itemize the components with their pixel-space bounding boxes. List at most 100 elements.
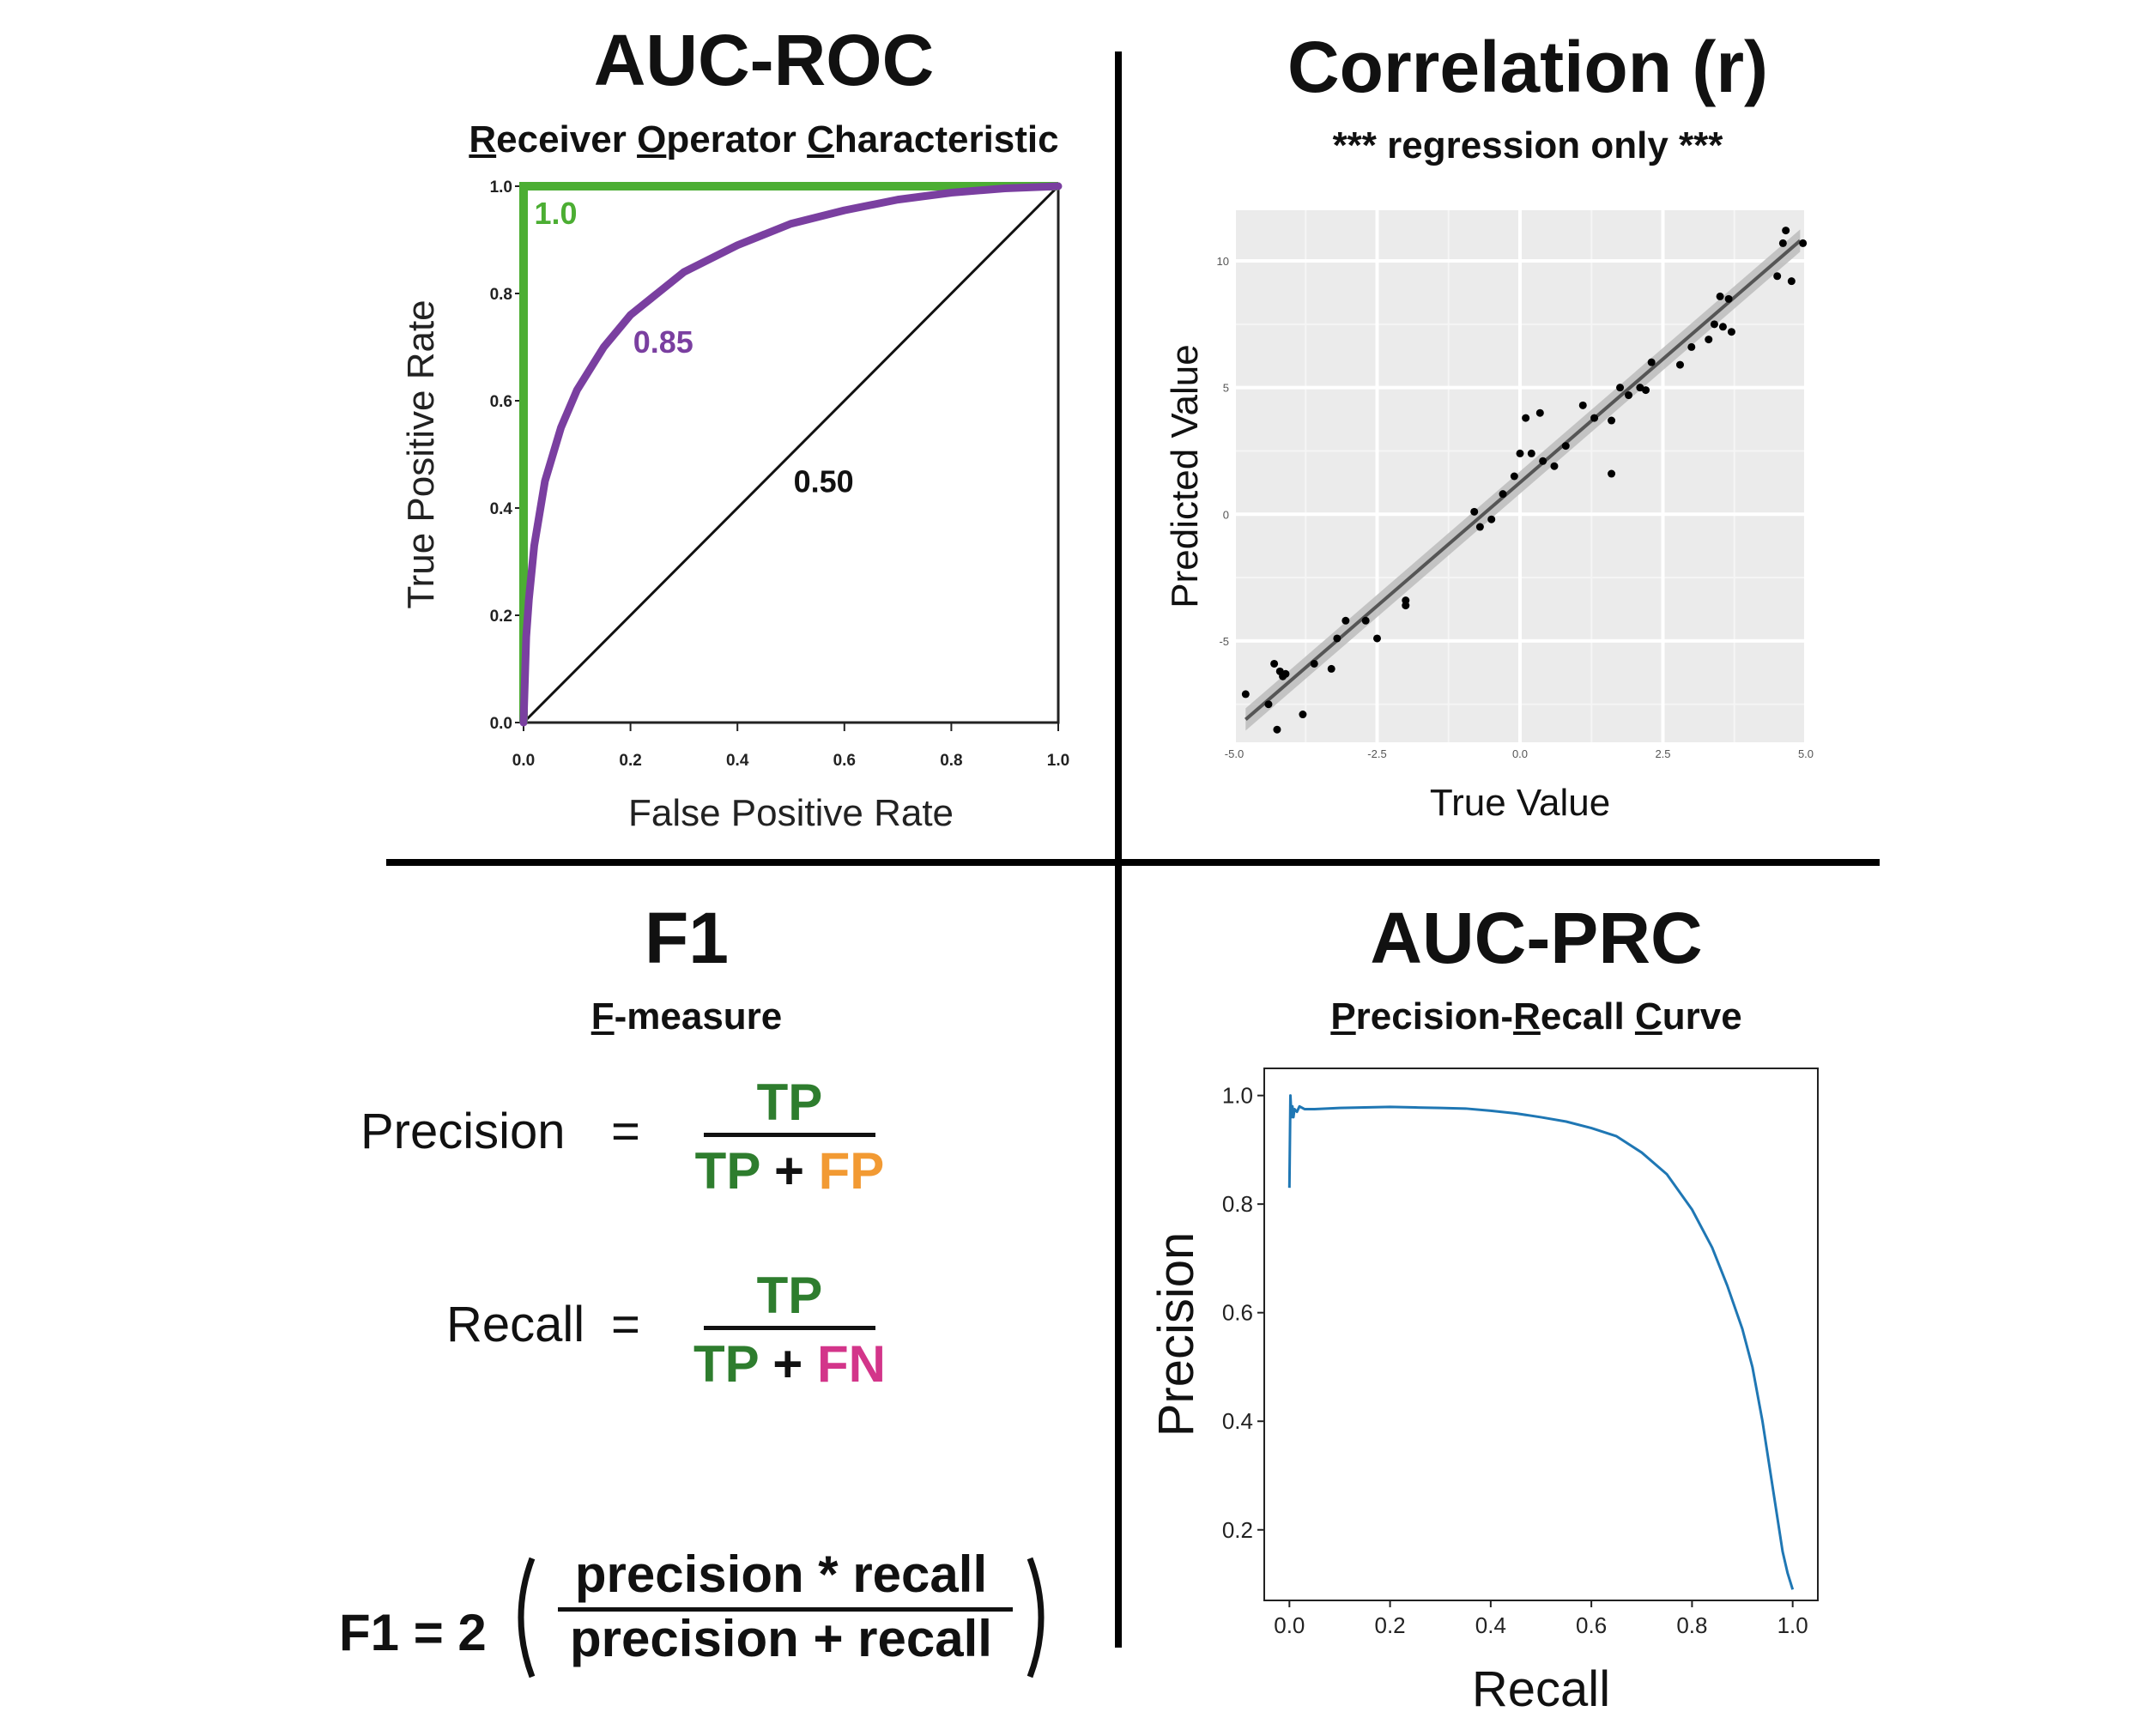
precision-den-tp: TP xyxy=(694,1142,760,1200)
roc-x-tick-label: 0.4 xyxy=(726,752,749,770)
correlation-subtitle: *** regression only *** xyxy=(1332,124,1723,166)
prc-x-tick-label: 0.8 xyxy=(1676,1612,1707,1638)
correlation-point xyxy=(1705,336,1713,344)
roc-perfect-line xyxy=(519,182,1058,723)
correlation-point xyxy=(1608,416,1616,425)
prc-x-axis-label: Recall xyxy=(1472,1661,1610,1717)
precision-equals: = xyxy=(611,1104,640,1159)
correlation-point xyxy=(1273,725,1281,734)
f1-paren-left xyxy=(518,1557,536,1679)
recall-denominator: TP + FN xyxy=(661,1334,918,1394)
prc-title: AUC-PRC xyxy=(1370,898,1703,978)
correlation-point xyxy=(1727,328,1735,336)
correlation-point xyxy=(1522,414,1530,422)
roc-subtitle-part: haracteristic xyxy=(833,118,1059,160)
roc-x-tick-label: 0.2 xyxy=(619,752,641,770)
recall-den-tp: TP xyxy=(693,1335,759,1393)
correlation-point xyxy=(1299,711,1307,719)
prc-x-tick-label: 0.0 xyxy=(1274,1612,1305,1638)
prc-plot-area xyxy=(1263,1068,1819,1601)
correlation-point xyxy=(1527,449,1535,457)
correlation-y-tick-label: 5 xyxy=(1223,382,1229,395)
f1-fraction-bar xyxy=(558,1607,1013,1612)
recall-numerator: TP xyxy=(756,1267,823,1324)
precision-den-plus: + xyxy=(773,1142,804,1200)
correlation-point xyxy=(1333,634,1341,643)
correlation-y-axis-label: Predicted Value xyxy=(1164,344,1206,608)
roc-y-tick-label: 0.6 xyxy=(490,393,512,411)
prc-subtitle-part: ecall xyxy=(1540,995,1635,1037)
recall-den-fn: FN xyxy=(817,1335,886,1393)
f1-title: F1 xyxy=(644,898,730,978)
correlation-point xyxy=(1773,272,1782,281)
correlation-point xyxy=(1327,664,1335,673)
correlation-point xyxy=(1724,294,1733,303)
correlation-point xyxy=(1647,358,1656,366)
correlation-point xyxy=(1616,384,1625,392)
correlation-point xyxy=(1608,469,1616,478)
correlation-point xyxy=(1487,515,1496,523)
roc-subtitle-c: C xyxy=(807,118,834,160)
correlation-point xyxy=(1475,523,1484,531)
correlation-point xyxy=(1539,457,1547,465)
roc-random-label: 0.50 xyxy=(794,463,854,499)
prc-y-tick-label: 0.8 xyxy=(1222,1191,1253,1217)
roc-subtitle-r: R xyxy=(469,118,497,160)
correlation-y-tick-label: 0 xyxy=(1223,508,1229,521)
correlation-x-tick-label: -5.0 xyxy=(1225,747,1244,760)
f1-numerator: precision * recall xyxy=(574,1545,988,1603)
roc-y-tick-label: 0.2 xyxy=(490,608,512,626)
prc-subtitle-r: R xyxy=(1513,995,1541,1037)
f1-subtitle: F-measure xyxy=(558,995,815,1038)
correlation-point xyxy=(1499,490,1507,499)
precision-numerator: TP xyxy=(756,1074,823,1131)
roc-chart: 0.0 0.2 0.4 0.6 0.8 1.0 0.0 0.2 0.4 0.6 0.8 1.0 Fals… xyxy=(400,178,1069,834)
roc-x-tick-label: 1.0 xyxy=(1047,752,1069,770)
precision-den-fp: FP xyxy=(818,1142,885,1200)
correlation-point xyxy=(1270,659,1279,668)
recall-label: Recall xyxy=(446,1297,585,1352)
prc-y-tick-label: 0.6 xyxy=(1222,1300,1253,1326)
f1-paren-right xyxy=(1027,1557,1045,1679)
roc-subtitle-part: eceiver xyxy=(496,118,638,160)
correlation-x-tick-label: -2.5 xyxy=(1367,747,1386,760)
correlation-point xyxy=(1402,602,1410,610)
correlation-point xyxy=(1687,342,1696,351)
roc-y-tick-label: 0.0 xyxy=(490,715,512,733)
correlation-x-axis-label: True Value xyxy=(1430,782,1610,824)
correlation-point xyxy=(1535,408,1544,417)
correlation-point xyxy=(1718,323,1727,331)
correlation-point xyxy=(1373,634,1381,643)
prc-y-tick-label: 0.4 xyxy=(1222,1408,1253,1434)
correlation-point xyxy=(1625,391,1633,400)
roc-x-tick-label: 0.0 xyxy=(512,752,535,770)
recall-den-plus: + xyxy=(772,1335,803,1393)
correlation-x-tick-label: 2.5 xyxy=(1655,747,1670,760)
f1-subtitle-part: -measure xyxy=(614,995,783,1037)
roc-subtitle: Receiver Operator Characteristic xyxy=(421,118,1107,161)
correlation-y-tick-label: -5 xyxy=(1219,635,1229,648)
prc-x-tick-label: 0.6 xyxy=(1576,1612,1607,1638)
roc-y-axis-label: True Positive Rate xyxy=(400,299,442,608)
roc-y-tick-label: 0.4 xyxy=(490,500,513,518)
prc-y-tick-label: 1.0 xyxy=(1222,1083,1253,1109)
correlation-point xyxy=(1642,386,1650,395)
recall-fraction-bar xyxy=(704,1326,875,1330)
roc-perfect-label: 1.0 xyxy=(534,196,577,231)
precision-denominator: TP + FP xyxy=(661,1141,918,1201)
correlation-point xyxy=(1675,360,1684,369)
f1-denominator: precision + recall xyxy=(570,1610,992,1667)
correlation-point xyxy=(1310,659,1318,668)
prc-y-axis-label: Precision xyxy=(1148,1232,1204,1437)
correlation-point xyxy=(1510,472,1518,481)
correlation-point xyxy=(1799,239,1808,247)
correlation-point xyxy=(1716,292,1724,300)
prc-subtitle-part: recision- xyxy=(1355,995,1514,1037)
correlation-point xyxy=(1341,616,1350,625)
prc-curve xyxy=(1287,1094,1795,1590)
prc-x-tick-label: 0.2 xyxy=(1375,1612,1406,1638)
correlation-point xyxy=(1264,700,1273,709)
correlation-point xyxy=(1550,462,1559,470)
correlation-point xyxy=(1470,507,1479,516)
